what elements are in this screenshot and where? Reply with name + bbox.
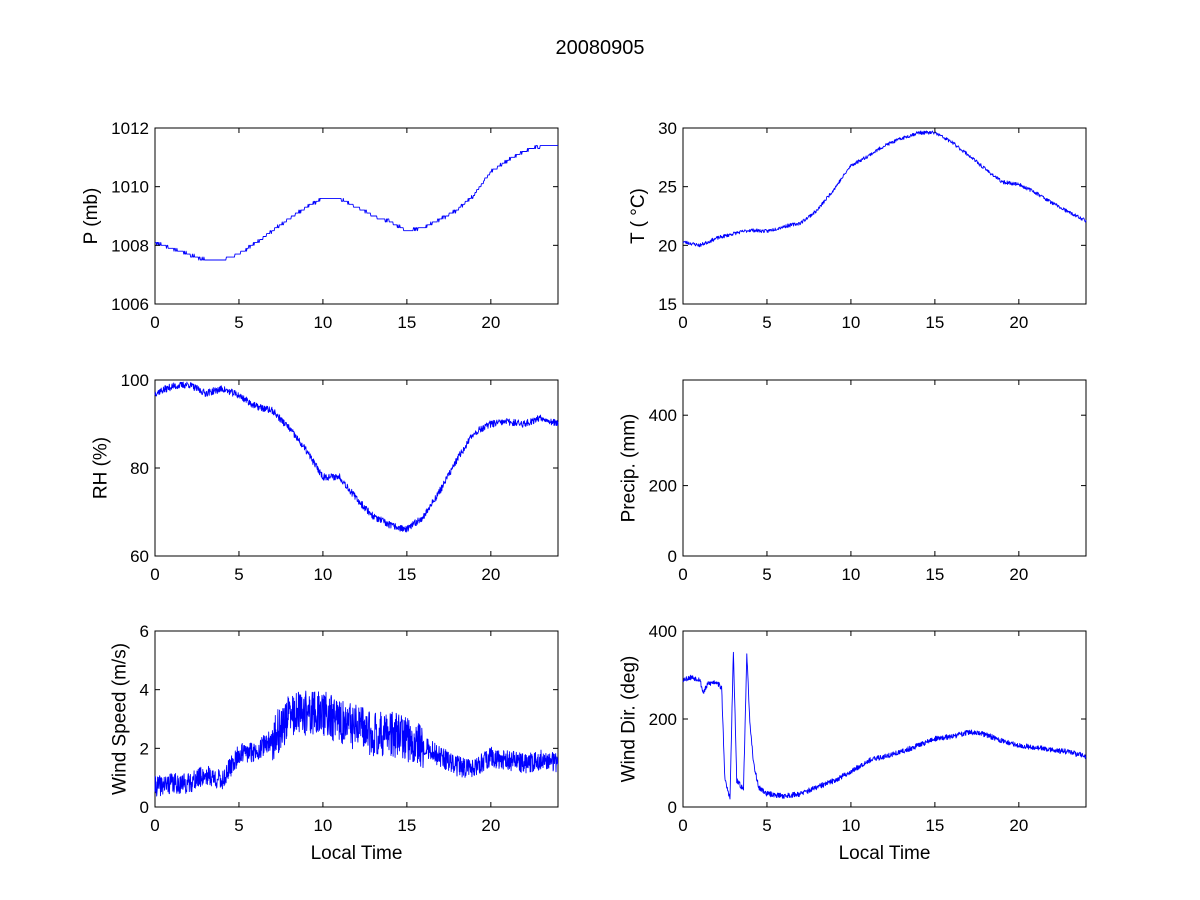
x-tick-label: 0 xyxy=(150,565,159,584)
x-tick-label: 10 xyxy=(313,816,332,835)
x-tick-label: 20 xyxy=(481,816,500,835)
y-tick-label: 1008 xyxy=(111,236,149,255)
y-tick-label: 400 xyxy=(649,622,677,641)
x-tick-label: 5 xyxy=(762,816,771,835)
subplot-temperature: 0 5 10 15 20 15 20 25 30 T ( °C) xyxy=(628,119,1087,332)
y-tick-label: 200 xyxy=(649,710,677,729)
subplot-wind-speed: 0 5 10 15 20 0 2 4 6 Wind Speed (m/s) Local Time xyxy=(110,622,559,864)
x-tick-label: 15 xyxy=(925,816,944,835)
x-tick-label: 20 xyxy=(481,313,500,332)
subplot-humidity: 0 5 10 15 20 60 80 100 RH (%) xyxy=(91,371,559,584)
x-tick-label: 0 xyxy=(150,313,159,332)
y-tick-label: 4 xyxy=(140,681,149,700)
y-axis-label: Precip. (mm) xyxy=(619,414,640,523)
x-tick-label: 0 xyxy=(678,313,687,332)
x-tick-label: 15 xyxy=(925,313,944,332)
y-tick-label: 25 xyxy=(658,178,677,197)
y-tick-label: 6 xyxy=(140,622,149,641)
x-tick-label: 5 xyxy=(234,313,243,332)
y-tick-label: 20 xyxy=(658,236,677,255)
x-tick-label: 0 xyxy=(678,565,687,584)
y-axis-label: Wind Speed (m/s) xyxy=(110,643,131,795)
x-tick-label: 10 xyxy=(313,313,332,332)
x-tick-label: 20 xyxy=(1009,816,1028,835)
plot-area xyxy=(154,127,559,305)
y-tick-label: 1012 xyxy=(111,119,149,138)
figure-title: 20080905 xyxy=(556,37,645,59)
x-axis-label: Local Time xyxy=(839,843,931,864)
x-tick-label: 5 xyxy=(762,565,771,584)
x-tick-label: 20 xyxy=(1009,313,1028,332)
y-tick-label: 1006 xyxy=(111,295,149,314)
y-axis-label: Wind Dir. (deg) xyxy=(619,656,640,783)
y-axis-label: T ( °C) xyxy=(628,188,649,244)
y-tick-label: 400 xyxy=(649,406,677,425)
x-tick-label: 15 xyxy=(925,565,944,584)
x-tick-label: 0 xyxy=(678,816,687,835)
plot-area xyxy=(154,379,559,557)
x-tick-label: 20 xyxy=(1009,565,1028,584)
x-tick-label: 15 xyxy=(397,313,416,332)
x-tick-label: 10 xyxy=(841,565,860,584)
x-axis-label: Local Time xyxy=(311,843,403,864)
x-tick-label: 0 xyxy=(150,816,159,835)
subplot-pressure: 0 5 10 15 20 1006 1008 1010 1012 P (mb) xyxy=(81,119,559,332)
y-axis-label: RH (%) xyxy=(91,437,112,499)
series-line-humidity xyxy=(154,381,559,533)
y-tick-label: 1010 xyxy=(111,178,149,197)
y-tick-label: 30 xyxy=(658,119,677,138)
plot-area xyxy=(682,630,1087,808)
series-line-pressure xyxy=(155,145,558,261)
y-tick-label: 2 xyxy=(140,739,149,758)
plot-area xyxy=(682,379,1087,557)
y-tick-label: 15 xyxy=(658,295,677,314)
x-tick-label: 5 xyxy=(234,816,243,835)
y-tick-label: 80 xyxy=(130,459,149,478)
plot-area xyxy=(682,127,1087,305)
series-line-wind-direction xyxy=(682,651,1087,800)
y-tick-label: 100 xyxy=(121,371,149,390)
y-axis-label: P (mb) xyxy=(81,188,102,245)
x-tick-label: 10 xyxy=(841,816,860,835)
y-tick-label: 60 xyxy=(130,547,149,566)
x-tick-label: 10 xyxy=(841,313,860,332)
x-tick-label: 15 xyxy=(397,565,416,584)
y-tick-label: 0 xyxy=(668,798,677,817)
x-tick-label: 15 xyxy=(397,816,416,835)
x-tick-label: 5 xyxy=(762,313,771,332)
series-line-wind-speed xyxy=(154,690,559,797)
x-tick-label: 5 xyxy=(234,565,243,584)
y-tick-label: 200 xyxy=(649,477,677,496)
x-tick-label: 20 xyxy=(481,565,500,584)
y-tick-label: 0 xyxy=(140,798,149,817)
y-tick-label: 0 xyxy=(668,547,677,566)
series-line-temperature xyxy=(682,130,1087,248)
x-tick-label: 10 xyxy=(313,565,332,584)
